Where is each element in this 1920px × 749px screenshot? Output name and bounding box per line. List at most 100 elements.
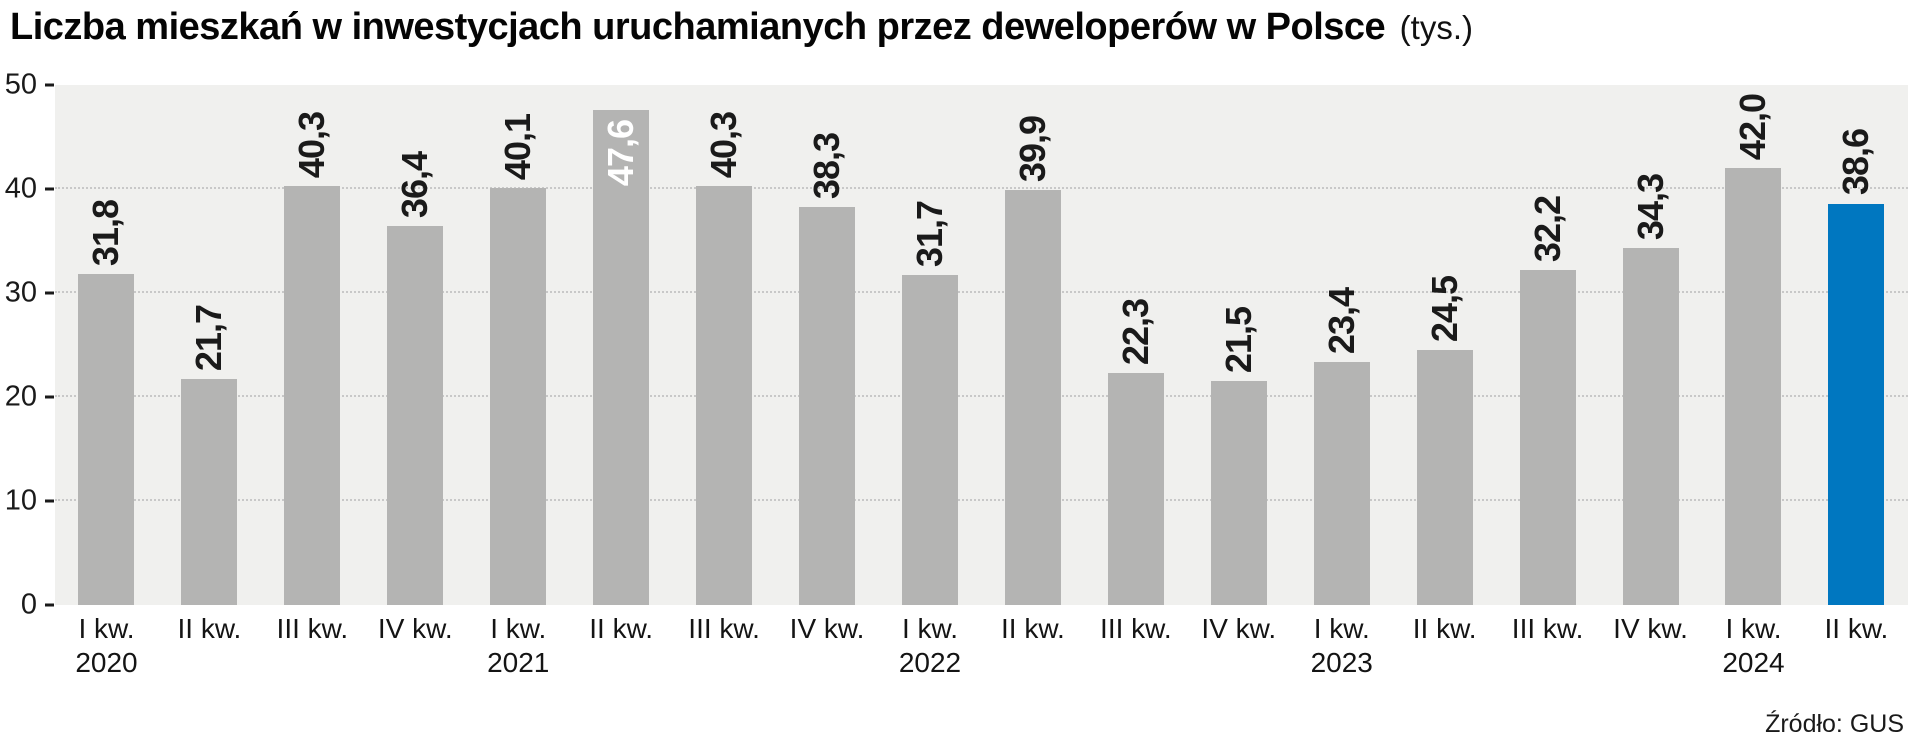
plot-area: 31,8 21,7 40,3 36,4 40,1 47,6 40,3 38,3 31,7 39,9…	[55, 85, 1908, 605]
x-quarter-label: I kw.	[78, 613, 135, 644]
x-quarter-label: III kw.	[1100, 613, 1172, 644]
y-axis: 0 10 20 30 40 50	[0, 69, 55, 621]
chart-title-text: Liczba mieszkań w inwestycjach uruchamia…	[10, 6, 1386, 48]
x-quarter-label: II kw.	[1824, 613, 1889, 644]
bar-slot: 23,4	[1290, 85, 1393, 605]
bar	[1004, 190, 1061, 605]
y-tick-label: 20	[4, 380, 37, 413]
bar-slot: 40,3	[261, 85, 364, 605]
bar-value-label: 24,5	[1423, 276, 1465, 343]
x-quarter-label: II kw.	[1001, 613, 1065, 644]
gridline	[55, 187, 1908, 189]
bar-slot: 21,7	[158, 85, 261, 605]
x-year-label	[981, 646, 1084, 680]
bar	[593, 109, 650, 605]
bar	[284, 185, 341, 605]
x-tick: III kw.	[261, 612, 364, 680]
x-tick: IV kw.	[776, 612, 879, 680]
bar-value-label: 22,3	[1115, 299, 1157, 366]
gridline	[55, 291, 1908, 293]
x-year-label	[776, 646, 879, 680]
y-tick-label: 50	[4, 68, 37, 101]
bar-value-label: 40,3	[703, 111, 745, 178]
x-tick: III kw.	[1496, 612, 1599, 680]
bar	[1107, 373, 1164, 605]
x-axis: I kw. 2020 II kw. III kw. IV kw. I kw. 2021…	[55, 612, 1908, 680]
y-tick-mark	[45, 395, 54, 399]
bar-value-label: 39,9	[1012, 115, 1054, 183]
x-year-label	[158, 646, 261, 680]
bar	[490, 187, 547, 605]
y-tick-label: 10	[4, 484, 37, 517]
x-year-label	[673, 646, 776, 680]
bar	[387, 226, 444, 605]
y-tick-label: 0	[20, 588, 37, 621]
bar	[181, 379, 238, 605]
bar-value-label: 23,4	[1320, 287, 1362, 354]
x-quarter-label: II kw.	[177, 613, 242, 644]
y-tick-mark	[45, 291, 54, 295]
x-tick: II kw.	[570, 612, 673, 680]
bar-slot: 34,3	[1599, 85, 1702, 605]
bar-value-label: 31,7	[909, 201, 951, 268]
source-note: Źródło: GUS	[1765, 710, 1904, 738]
bar-slot: 31,7	[879, 85, 982, 605]
bar-slot: 21,5	[1187, 85, 1290, 605]
bar-value-label: 40,3	[291, 111, 333, 178]
x-year-label	[1084, 646, 1187, 680]
bar-slot: 47,6	[570, 85, 673, 605]
chart-title: Liczba mieszkań w inwestycjach uruchamia…	[10, 6, 1473, 49]
x-quarter-label: I kw.	[1313, 613, 1370, 644]
bar-value-label: 34,3	[1629, 174, 1671, 241]
bar-value-label: 21,5	[1217, 307, 1259, 374]
x-year-label: 2023	[1310, 647, 1373, 678]
gridline	[55, 499, 1908, 501]
x-tick: II kw.	[1805, 612, 1908, 680]
bar-value-label: 40,1	[497, 113, 539, 180]
x-quarter-label: II kw.	[1412, 613, 1477, 644]
x-year-label	[570, 646, 673, 680]
x-tick: I kw. 2024	[1702, 612, 1805, 680]
bar-value-label: 31,8	[85, 200, 127, 267]
bar	[1519, 270, 1576, 605]
x-tick: IV kw.	[1187, 612, 1290, 680]
bar-slot: 39,9	[981, 85, 1084, 605]
x-tick: IV kw.	[364, 612, 467, 680]
bar-value-label: 38,3	[806, 132, 848, 199]
bar-slot: 40,1	[467, 85, 570, 605]
x-quarter-label: I kw.	[901, 613, 958, 644]
x-year-label	[261, 646, 364, 680]
x-year-label: 2024	[1722, 647, 1785, 678]
x-quarter-label: I kw.	[490, 613, 547, 644]
bar-value-label: 47,6	[600, 119, 642, 187]
x-year-label: 2022	[898, 647, 962, 678]
x-year-label	[1805, 646, 1908, 680]
x-quarter-label: III kw.	[1511, 613, 1584, 644]
x-tick: I kw. 2021	[467, 612, 570, 680]
x-quarter-label: II kw.	[589, 613, 654, 644]
bar-slot: 24,5	[1393, 85, 1496, 605]
x-quarter-label: IV kw.	[789, 613, 865, 644]
chart-title-unit: (tys.)	[1399, 9, 1473, 46]
bar	[1416, 350, 1473, 605]
y-tick-mark	[45, 187, 54, 191]
bar-slot: 40,3	[673, 85, 776, 605]
bar	[1313, 361, 1370, 605]
bar-highlight	[1828, 203, 1885, 605]
x-tick: II kw.	[158, 612, 261, 680]
x-year-label: 2020	[75, 647, 138, 678]
bar	[78, 274, 135, 605]
x-year-label	[1393, 646, 1496, 680]
bar-slot: 31,8	[55, 85, 158, 605]
bar-slot: 36,4	[364, 85, 467, 605]
bar	[1210, 381, 1267, 605]
bar	[696, 185, 753, 605]
x-year-label: 2021	[487, 647, 550, 678]
x-quarter-label: IV kw.	[377, 613, 453, 644]
x-quarter-label: I kw.	[1725, 613, 1782, 644]
x-tick: IV kw.	[1599, 612, 1702, 680]
x-tick: I kw. 2023	[1290, 612, 1393, 680]
x-tick: III kw.	[1084, 612, 1187, 680]
bar-slot: 32,2	[1496, 85, 1599, 605]
